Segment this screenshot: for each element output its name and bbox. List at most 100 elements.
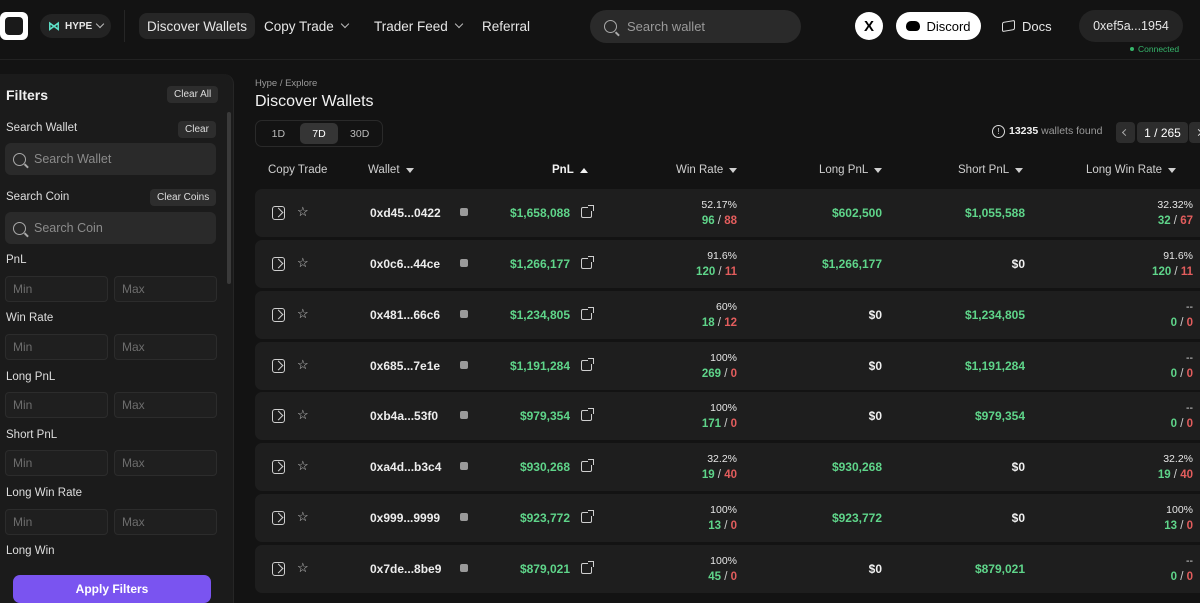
search-icon	[13, 221, 26, 235]
nav-copy-trade[interactable]: Copy Trade	[256, 13, 356, 39]
copy-address-icon[interactable]	[460, 208, 468, 216]
period-selector: 1D 7D 30D	[255, 120, 383, 147]
external-link-icon[interactable]	[581, 459, 594, 472]
copy-address-icon[interactable]	[460, 513, 468, 521]
external-link-icon[interactable]	[581, 408, 594, 421]
col-pnl[interactable]: PnL	[552, 164, 588, 176]
star-icon[interactable]: ☆	[297, 560, 309, 575]
copy-address-icon[interactable]	[460, 462, 468, 470]
wallet-address[interactable]: 0x999...9999	[370, 511, 441, 525]
wallet-address[interactable]: 0x685...7e1e	[370, 359, 441, 373]
table-row[interactable]: ☆ 0x0c6...44ce $1,266,177 91.6% 120 / 11 $1,2…	[255, 240, 1200, 288]
external-link-icon[interactable]	[581, 256, 594, 269]
chain-selector[interactable]: ⋈ HYPE	[40, 14, 112, 38]
copy-trade-icon[interactable]	[272, 409, 285, 423]
short-pnl-value: $0	[1011, 257, 1025, 271]
copy-address-icon[interactable]	[460, 361, 468, 369]
search-wallet-input[interactable]: Search Wallet	[5, 143, 216, 175]
table-row[interactable]: ☆ 0x7de...8be9 $879,021 100% 45 / 0 $0 $879,02…	[255, 545, 1200, 593]
copy-address-icon[interactable]	[460, 411, 468, 419]
win-rate-value: 52.17%	[701, 199, 737, 211]
table-row[interactable]: ☆ 0x481...66c6 $1,234,805 60% 18 / 12 $0 $1,23…	[255, 291, 1200, 339]
docs-link[interactable]: Docs	[1002, 12, 1052, 40]
star-icon[interactable]: ☆	[297, 407, 309, 422]
long-win-rate-min-input[interactable]: Min	[5, 509, 108, 535]
external-link-icon[interactable]	[581, 510, 594, 523]
star-icon[interactable]: ☆	[297, 357, 309, 372]
col-long-win-rate[interactable]: Long Win Rate	[1086, 164, 1177, 176]
wallet-address[interactable]: 0xd45...0422	[370, 206, 441, 220]
copy-trade-icon[interactable]	[272, 562, 285, 576]
short-pnl-min-input[interactable]: Min	[5, 450, 108, 476]
star-icon[interactable]: ☆	[297, 255, 309, 270]
next-page-button[interactable]	[1189, 122, 1200, 143]
x-social-button[interactable]: X	[855, 12, 883, 40]
external-link-icon[interactable]	[581, 358, 594, 371]
table-row[interactable]: ☆ 0xa4d...b3c4 $930,268 32.2% 19 / 40 $930,26…	[255, 443, 1200, 491]
table-row[interactable]: ☆ 0x999...9999 $923,772 100% 13 / 0 $923,772 $…	[255, 494, 1200, 542]
copy-address-icon[interactable]	[460, 564, 468, 572]
period-30d[interactable]: 30D	[350, 127, 370, 140]
prev-page-button[interactable]	[1116, 122, 1135, 143]
period-7d[interactable]: 7D	[299, 123, 339, 144]
nav-discover-wallets[interactable]: Discover Wallets	[139, 13, 256, 39]
nav-referral[interactable]: Referral	[482, 18, 531, 34]
win-rate-max-input[interactable]: Max	[114, 334, 217, 360]
apply-filters-button[interactable]: Apply Filters	[13, 575, 211, 603]
short-pnl-max-input[interactable]: Max	[114, 450, 217, 476]
star-icon[interactable]: ☆	[297, 458, 309, 473]
external-link-icon[interactable]	[581, 561, 594, 574]
long-losses-count: 67	[1180, 215, 1193, 227]
copy-address-icon[interactable]	[460, 259, 468, 267]
copy-trade-icon[interactable]	[272, 206, 285, 220]
long-win-rate-cell: 32.2% 19 / 40	[1157, 453, 1193, 481]
copy-trade-icon[interactable]	[272, 511, 285, 525]
search-coin-input[interactable]: Search Coin	[5, 212, 216, 244]
long-pnl-value: $0	[868, 359, 882, 373]
period-1d[interactable]: 1D	[271, 127, 286, 140]
pnl-value: $923,772	[519, 511, 570, 525]
wallet-button[interactable]: 0xef5a...1954	[1079, 10, 1183, 42]
copy-trade-icon[interactable]	[272, 460, 285, 474]
col-long-pnl[interactable]: Long PnL	[819, 164, 883, 176]
wallet-address[interactable]: 0x481...66c6	[370, 308, 441, 322]
wallet-address[interactable]: 0xa4d...b3c4	[370, 460, 442, 474]
table-row[interactable]: ☆ 0xb4a...53f0 $979,354 100% 171 / 0 $0 $979,3…	[255, 392, 1200, 440]
wins-count: 120	[696, 266, 716, 278]
sidebar-scrollbar[interactable]	[227, 112, 231, 284]
losses-count: 0	[730, 520, 737, 532]
copy-trade-icon[interactable]	[272, 257, 285, 271]
win-rate-value: 91.6%	[707, 250, 737, 262]
col-wallet[interactable]: Wallet	[368, 164, 414, 176]
copy-trade-icon[interactable]	[272, 308, 285, 322]
copy-trade-icon[interactable]	[272, 359, 285, 373]
star-icon[interactable]: ☆	[297, 509, 309, 524]
long-wins-count: 32	[1157, 215, 1171, 227]
pnl-max-input[interactable]: Max	[114, 276, 217, 302]
clear-coins-button[interactable]: Clear Coins	[150, 189, 217, 206]
win-rate-min-input[interactable]: Min	[5, 334, 108, 360]
wallet-address[interactable]: 0x0c6...44ce	[370, 257, 441, 271]
wallet-search-input[interactable]: Search wallet	[590, 10, 801, 43]
table-row[interactable]: ☆ 0x685...7e1e $1,191,284 100% 269 / 0 $0 $1,1…	[255, 342, 1200, 390]
star-icon[interactable]: ☆	[297, 306, 309, 321]
app-logo[interactable]	[0, 12, 28, 40]
long-pnl-min-input[interactable]: Min	[5, 392, 108, 418]
external-link-icon[interactable]	[581, 307, 594, 320]
long-win-rate-cell: -- 0 / 0	[1170, 352, 1193, 380]
long-pnl-max-input[interactable]: Max	[114, 392, 217, 418]
clear-wallet-button[interactable]: Clear	[178, 121, 216, 138]
long-win-rate-max-input[interactable]: Max	[114, 509, 217, 535]
wallet-address[interactable]: 0xb4a...53f0	[370, 409, 439, 423]
clear-all-button[interactable]: Clear All	[167, 86, 219, 103]
nav-trader-feed[interactable]: Trader Feed	[366, 13, 470, 39]
pnl-min-input[interactable]: Min	[5, 276, 108, 302]
discord-button[interactable]: Discord	[896, 12, 981, 40]
copy-address-icon[interactable]	[460, 310, 468, 318]
star-icon[interactable]: ☆	[297, 204, 309, 219]
col-short-pnl[interactable]: Short PnL	[958, 164, 1024, 176]
col-win-rate[interactable]: Win Rate	[676, 164, 738, 176]
wallet-address[interactable]: 0x7de...8be9	[370, 562, 442, 576]
table-row[interactable]: ☆ 0xd45...0422 $1,658,088 52.17% 96 / 88 $602…	[255, 189, 1200, 237]
external-link-icon[interactable]	[581, 205, 594, 218]
